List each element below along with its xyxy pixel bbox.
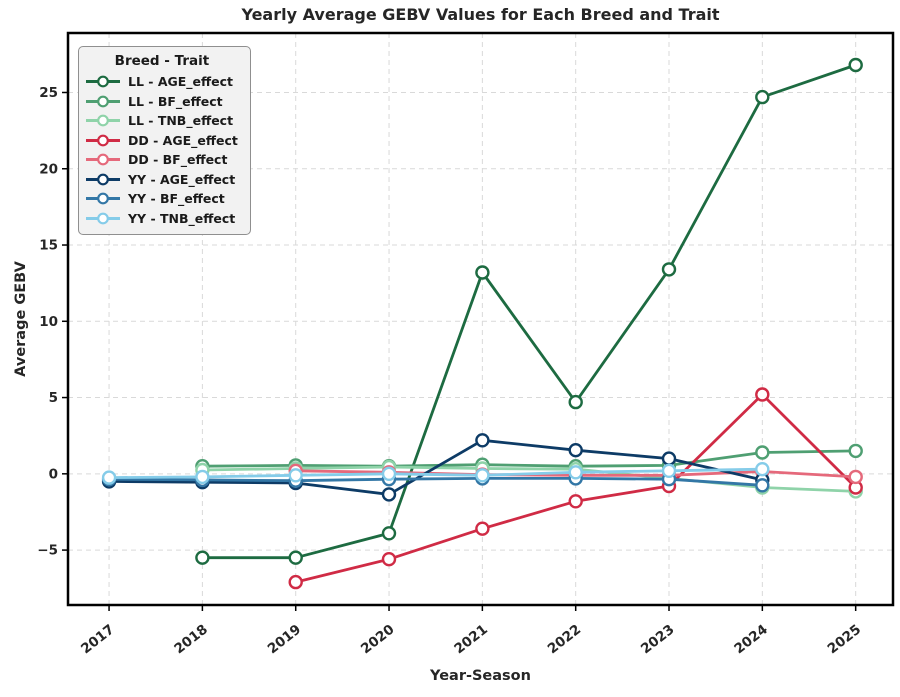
y-tick-label: −5 <box>37 543 58 559</box>
x-axis-label: Year-Season <box>430 668 531 684</box>
y-tick-label: 5 <box>49 390 58 406</box>
legend-item-label: LL - AGE_effect <box>128 74 234 90</box>
y-axis-label: Average GEBV <box>13 261 29 377</box>
series-line <box>202 465 856 493</box>
data-point-marker <box>195 469 210 485</box>
x-tick-label: 2025 <box>825 622 864 658</box>
legend-item-label: LL - BF_effect <box>128 93 223 109</box>
y-tick-label: 10 <box>39 314 58 330</box>
data-point-marker <box>848 443 863 459</box>
series-yy-tnb-effect <box>101 462 770 485</box>
x-tick-label: 2017 <box>78 622 117 658</box>
x-tick-label: 2020 <box>358 622 397 658</box>
data-point-marker <box>381 466 397 481</box>
data-point-marker <box>755 478 770 493</box>
data-point-marker <box>755 445 770 460</box>
legend-item: LL - BF_effect <box>86 92 238 112</box>
legend-item: LL - AGE_effect <box>86 72 238 92</box>
data-point-marker <box>288 574 303 590</box>
series-line <box>202 63 857 560</box>
data-point-marker <box>475 265 490 280</box>
legend-item: YY - TNB_effect <box>86 209 238 229</box>
data-point-marker <box>475 468 490 483</box>
legend-line-marker-icon <box>86 212 120 225</box>
legend-item: DD - AGE_effect <box>86 131 238 151</box>
legend-line-marker-icon <box>86 192 120 205</box>
legend-title: Breed - Trait <box>114 53 210 69</box>
data-point-marker <box>475 433 490 448</box>
series-line <box>202 449 856 468</box>
data-point-marker <box>381 487 397 502</box>
data-point-marker <box>381 526 397 541</box>
chart-title: Yearly Average GEBV Values for Each Bree… <box>241 5 720 24</box>
series-dd-age-effect <box>288 387 863 590</box>
legend-line-marker-icon <box>86 114 120 127</box>
series-yy-bf-effect <box>101 471 770 493</box>
legend-line-marker-icon <box>86 95 120 108</box>
legend-line-marker-icon <box>86 153 120 166</box>
data-point-marker <box>661 463 677 478</box>
legend-item-label: DD - BF_effect <box>128 152 228 168</box>
data-point-marker <box>288 550 303 565</box>
series-line <box>109 438 763 496</box>
x-tick-label: 2022 <box>545 622 584 658</box>
data-point-marker <box>848 57 863 73</box>
legend-item-label: YY - BF_effect <box>128 191 225 207</box>
series-ll-age-effect <box>195 57 863 565</box>
y-tick-label: 0 <box>49 466 58 482</box>
legend-item: YY - BF_effect <box>86 189 238 209</box>
series-line <box>109 467 763 479</box>
legend: Breed - Trait LL - AGE_effect LL - BF_eff… <box>78 46 251 235</box>
legend-item-label: LL - TNB_effect <box>128 113 234 129</box>
data-point-marker <box>661 262 677 277</box>
data-point-marker <box>755 387 770 402</box>
y-tick-label: 15 <box>39 238 58 254</box>
legend-line-marker-icon <box>86 134 120 147</box>
data-point-marker <box>755 89 770 105</box>
legend-item-label: YY - TNB_effect <box>128 210 236 226</box>
legend-item: YY - AGE_effect <box>86 170 238 190</box>
data-point-marker <box>101 470 117 485</box>
data-point-marker <box>568 465 583 480</box>
data-point-marker <box>661 451 677 466</box>
data-point-marker <box>381 552 397 567</box>
data-point-marker <box>475 521 490 536</box>
plot-frame <box>66 31 895 607</box>
data-point-marker <box>755 462 770 477</box>
x-tick-label: 2024 <box>731 622 770 658</box>
legend-line-marker-icon <box>86 75 120 88</box>
data-point-marker <box>288 468 303 483</box>
x-tick-label: 2019 <box>265 622 304 658</box>
data-point-marker <box>568 494 583 509</box>
data-point-marker <box>195 550 210 565</box>
legend-item-label: DD - AGE_effect <box>128 132 238 148</box>
data-point-marker <box>568 394 583 410</box>
legend-item-label: YY - AGE_effect <box>128 171 236 187</box>
legend-line-marker-icon <box>86 173 120 186</box>
data-point-marker <box>568 443 583 458</box>
legend-items: LL - AGE_effect LL - BF_effect LL - TNB_ef… <box>86 72 238 228</box>
x-tick-label: 2018 <box>171 622 210 658</box>
data-point-marker <box>848 469 863 485</box>
x-tick-label: 2021 <box>451 622 490 658</box>
y-tick-label: 20 <box>39 161 58 177</box>
x-tick-label: 2023 <box>638 622 677 658</box>
legend-item: DD - BF_effect <box>86 150 238 170</box>
y-tick-label: 25 <box>39 85 58 101</box>
series-line <box>109 477 763 487</box>
legend-item: LL - TNB_effect <box>86 111 238 131</box>
